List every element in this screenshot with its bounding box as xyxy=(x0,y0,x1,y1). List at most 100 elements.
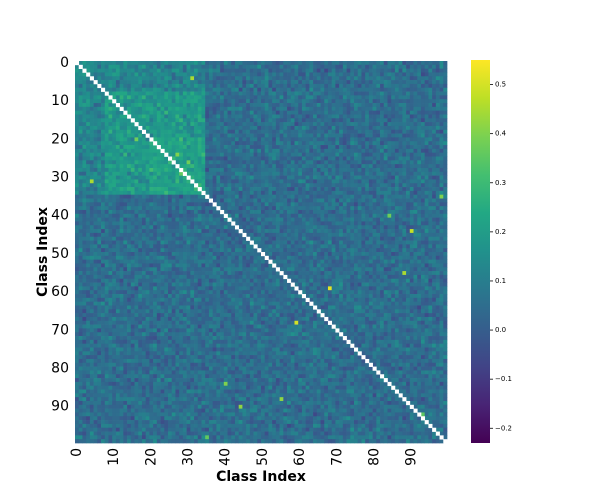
heatmap-cell xyxy=(376,187,381,192)
heatmap-cell xyxy=(182,148,187,154)
heatmap-cell xyxy=(242,179,247,184)
heatmap-cell xyxy=(402,244,407,249)
heatmap-cell xyxy=(398,114,403,119)
heatmap-cell xyxy=(115,148,120,154)
heatmap-cell xyxy=(283,164,288,169)
heatmap-cell xyxy=(205,83,210,89)
heatmap-cell xyxy=(354,179,359,184)
heatmap-cell xyxy=(168,122,173,127)
heatmap-cell xyxy=(182,209,187,215)
heatmap-cell xyxy=(227,252,232,257)
heatmap-cell xyxy=(179,152,184,157)
heatmap-cell xyxy=(182,229,187,234)
heatmap-cell xyxy=(376,206,381,211)
heatmap-cell xyxy=(327,194,333,199)
heatmap-cell xyxy=(264,72,269,77)
heatmap-cell xyxy=(342,213,347,218)
heatmap-cell xyxy=(75,213,80,218)
heatmap-cell xyxy=(264,106,269,112)
heatmap-cell xyxy=(145,118,150,123)
heatmap-cell xyxy=(398,209,403,215)
heatmap-cell xyxy=(112,137,117,142)
heatmap-cell xyxy=(264,114,269,119)
heatmap-cell xyxy=(89,99,94,104)
heatmap-cell xyxy=(324,164,329,169)
heatmap-cell xyxy=(350,198,355,203)
heatmap-cell xyxy=(234,99,240,104)
heatmap-cell xyxy=(171,198,176,203)
heatmap-cell xyxy=(320,152,325,157)
heatmap-cell xyxy=(160,87,165,92)
heatmap-cell xyxy=(101,164,106,169)
heatmap-cell xyxy=(331,114,336,119)
heatmap-cell xyxy=(190,171,195,176)
heatmap-cell xyxy=(432,213,437,218)
heatmap-cell xyxy=(376,183,381,188)
heatmap-cell xyxy=(123,72,128,77)
heatmap-cell xyxy=(424,95,429,100)
heatmap-cell xyxy=(160,217,165,222)
heatmap-cell xyxy=(409,145,414,150)
heatmap-cell xyxy=(246,194,251,199)
heatmap-cell xyxy=(324,187,329,192)
heatmap-cell xyxy=(331,106,336,112)
heatmap-cell xyxy=(331,240,336,245)
heatmap-cell xyxy=(205,164,210,169)
heatmap-cell xyxy=(417,232,422,238)
heatmap-cell xyxy=(104,156,109,161)
heatmap-cell xyxy=(383,133,388,138)
heatmap-cell xyxy=(368,61,373,66)
heatmap-cell xyxy=(119,80,124,85)
heatmap-cell xyxy=(149,183,154,188)
heatmap-cell xyxy=(216,183,221,188)
heatmap-cell xyxy=(75,110,80,115)
heatmap-cell xyxy=(283,125,288,131)
heatmap-cell xyxy=(398,91,403,96)
heatmap-cell xyxy=(86,133,91,138)
heatmap-cell xyxy=(268,221,273,226)
heatmap-cell xyxy=(134,103,139,108)
heatmap-cell xyxy=(108,141,113,146)
heatmap-cell xyxy=(149,145,154,150)
heatmap-cell xyxy=(305,118,310,123)
heatmap-cell xyxy=(391,83,396,89)
heatmap-cell xyxy=(402,91,407,96)
heatmap-cell xyxy=(123,95,128,100)
heatmap-cell xyxy=(179,232,184,238)
heatmap-cell xyxy=(409,95,414,100)
heatmap-cell xyxy=(194,145,199,150)
heatmap-cell xyxy=(320,248,325,253)
heatmap-cell xyxy=(227,236,232,241)
heatmap-cell xyxy=(179,103,184,108)
heatmap-cell xyxy=(208,160,213,165)
heatmap-cell xyxy=(249,236,254,241)
heatmap-cell xyxy=(368,110,373,115)
heatmap-cell xyxy=(439,95,444,100)
heatmap-cell xyxy=(361,114,366,119)
heatmap-cell xyxy=(420,118,426,123)
heatmap-cell xyxy=(309,129,314,134)
heatmap-cell xyxy=(246,91,251,96)
heatmap-cell xyxy=(320,80,325,85)
heatmap-cell xyxy=(186,68,191,73)
heatmap-cell xyxy=(346,99,351,104)
heatmap-cell xyxy=(402,152,407,157)
heatmap-cell xyxy=(283,91,288,96)
heatmap-cell xyxy=(261,87,266,92)
heatmap-cell xyxy=(194,206,199,211)
heatmap-cell xyxy=(264,141,269,146)
heatmap-cell xyxy=(75,175,80,180)
heatmap-cell xyxy=(234,232,240,238)
heatmap-cell xyxy=(234,202,240,207)
heatmap-cell xyxy=(316,209,321,215)
heatmap-cell xyxy=(361,217,366,222)
heatmap-cell xyxy=(279,202,284,207)
heatmap-cell xyxy=(171,152,176,157)
heatmap-cell xyxy=(127,164,132,169)
heatmap-cell xyxy=(361,232,366,238)
heatmap-cell xyxy=(171,95,176,100)
heatmap-cell xyxy=(443,171,448,176)
heatmap-cell xyxy=(201,252,206,257)
heatmap-cell xyxy=(327,141,333,146)
heatmap-cell xyxy=(186,198,191,203)
